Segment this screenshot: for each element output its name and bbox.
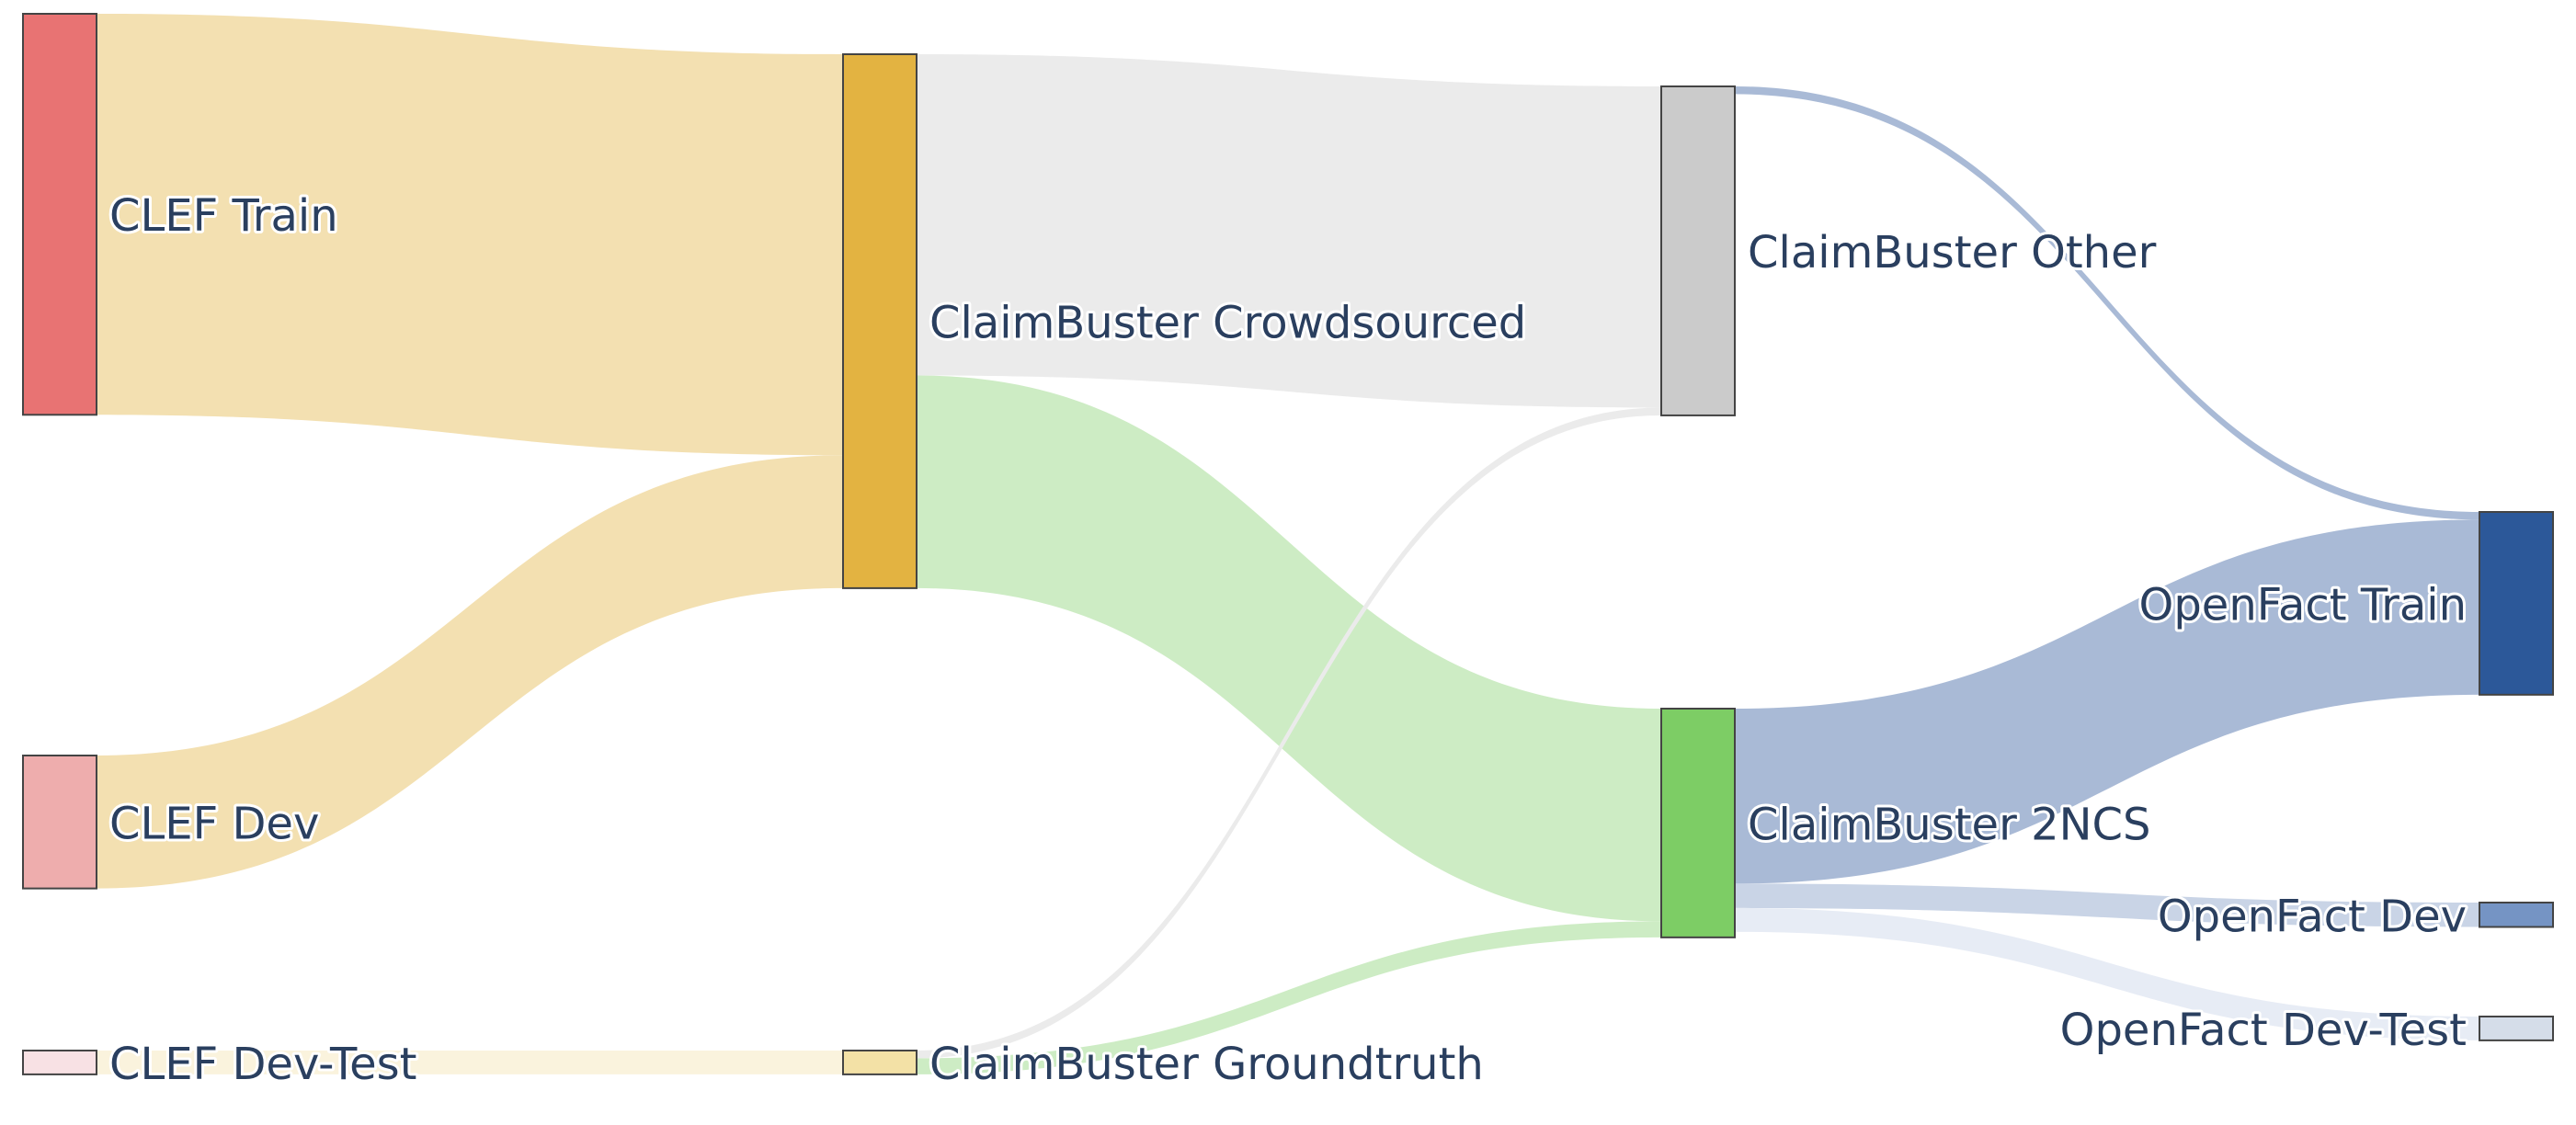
label-clef_train: CLEF Train [109,190,338,242]
node-clef_dev [22,755,97,890]
node-of_devtest [2479,1016,2554,1041]
node-of_train [2479,511,2554,696]
label-clef_devtest: CLEF Dev-Test [109,1039,417,1090]
label-of_dev: OpenFact Dev [2158,891,2467,942]
link-cb_other-to-of_train [1735,86,2479,520]
link-cb_gt-to-cb_other [917,407,1661,1059]
sankey-labels: CLEF Train CLEF Dev CLEF Dev-Test ClaimBust… [107,188,2469,1093]
node-cb_2ncs [1660,708,1736,938]
label-cb_gt: ClaimBuster Groundtruth [929,1039,1484,1090]
node-clef_devtest [22,1050,97,1075]
link-clef_dev-to-cb_crowd [97,455,843,889]
label-of_train: OpenFact Train [2139,579,2467,631]
node-of_dev [2479,902,2554,928]
link-cb_2ncs-to-of_train [1735,519,2479,884]
link-clef_train-to-cb_crowd [97,14,843,456]
sankey-nodes [22,13,2554,1075]
node-cb_gt [842,1050,918,1075]
label-clef_dev: CLEF Dev [109,798,319,849]
label-cb_other: ClaimBuster Other [1748,227,2157,278]
link-clef_devtest-to-cb_gt [97,1051,843,1074]
label-cb_2ncs: ClaimBuster 2NCS [1748,799,2151,850]
link-cb_2ncs-to-of_dev [1735,883,2479,927]
node-cb_other [1660,85,1736,416]
link-cb_2ncs-to-of_devtest [1735,907,2479,1040]
node-cb_crowd [842,53,918,589]
node-clef_train [22,13,97,416]
link-cb_crowd-to-cb_other [917,54,1661,408]
sankey-links [97,14,2479,1074]
link-cb_gt-to-cb_2ncs [917,921,1661,1074]
label-cb_crowd: ClaimBuster Crowdsourced [929,297,1526,348]
link-cb_crowd-to-cb_2ncs [917,375,1661,922]
label-of_devtest: OpenFact Dev-Test [2060,1005,2467,1056]
